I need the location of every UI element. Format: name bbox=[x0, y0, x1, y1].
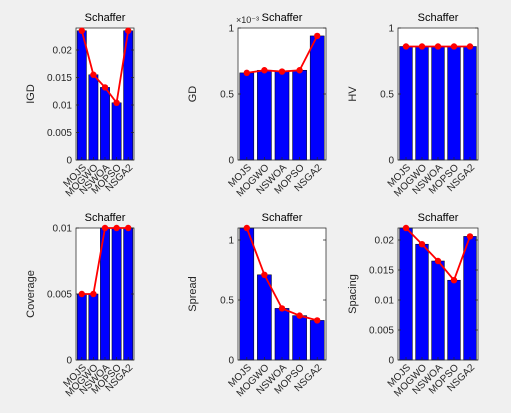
point-mojs bbox=[78, 290, 86, 298]
bar-mogwo bbox=[415, 46, 429, 161]
point-mopso bbox=[296, 312, 303, 319]
y-tick-label: 0.01 bbox=[53, 224, 73, 235]
chart-title: Schaffer bbox=[85, 212, 126, 224]
y-axis-label: HV bbox=[347, 86, 359, 102]
chart-panel-5: 00.51MOJSMOGWONSWOAMOPSONSGA2SchafferSpr… bbox=[187, 212, 327, 399]
y-axis-label: GD bbox=[187, 86, 199, 103]
bar-mogwo bbox=[415, 243, 429, 361]
y-tick-label: 0.01 bbox=[375, 296, 395, 307]
y-exponent-label: ×10⁻³ bbox=[236, 15, 259, 25]
chart-title: Schaffer bbox=[262, 212, 303, 224]
bar-nswoa bbox=[431, 260, 445, 361]
bar-nswoa bbox=[274, 71, 290, 161]
bar-mopso bbox=[447, 46, 461, 161]
bar-mopso bbox=[447, 279, 461, 361]
bar-mopso bbox=[292, 69, 307, 161]
y-tick-label: 0.015 bbox=[369, 266, 394, 277]
point-mopso bbox=[450, 43, 458, 50]
y-tick-label: 0 bbox=[388, 356, 394, 367]
y-tick-label: 0.005 bbox=[47, 290, 72, 301]
bar-mogwo bbox=[88, 74, 99, 161]
point-mopso bbox=[450, 277, 458, 284]
bar-nsga2 bbox=[463, 46, 477, 161]
y-tick-label: 1 bbox=[388, 24, 394, 35]
chart-panel-6: 00.0050.010.0150.02MOJSMOGWONSWOAMOPSONS… bbox=[347, 212, 479, 399]
bar-nswoa bbox=[274, 308, 290, 361]
point-mopso bbox=[113, 99, 120, 107]
point-nswoa bbox=[434, 257, 442, 265]
point-nswoa bbox=[278, 305, 286, 312]
point-nsga2 bbox=[466, 233, 474, 240]
point-mopso bbox=[113, 224, 120, 232]
bar-mogwo bbox=[257, 69, 272, 161]
bar-nsga2 bbox=[463, 236, 477, 361]
y-tick-label: 0 bbox=[228, 156, 234, 167]
y-tick-label: 1 bbox=[228, 24, 234, 35]
point-mojs bbox=[402, 224, 410, 232]
y-tick-label: 0 bbox=[66, 156, 72, 167]
point-nswoa bbox=[101, 84, 109, 91]
y-tick-label: 0.02 bbox=[375, 236, 395, 247]
bar-nsga2 bbox=[309, 320, 325, 361]
y-tick-label: 0.02 bbox=[53, 46, 73, 57]
bar-mojs bbox=[399, 46, 413, 161]
y-tick-label: 0.5 bbox=[220, 296, 234, 307]
bar-mogwo bbox=[88, 293, 99, 361]
bar-nswoa bbox=[431, 46, 445, 161]
point-mojs bbox=[243, 69, 250, 77]
chart-title: Schaffer bbox=[85, 12, 126, 24]
point-nsga2 bbox=[314, 317, 321, 324]
point-mogwo bbox=[261, 271, 268, 278]
point-mojs bbox=[243, 224, 250, 232]
point-mogwo bbox=[90, 71, 97, 78]
point-mogwo bbox=[261, 67, 268, 74]
y-tick-label: 0 bbox=[388, 156, 394, 167]
point-nsga2 bbox=[466, 43, 474, 50]
point-nswoa bbox=[278, 68, 286, 75]
bar-nswoa bbox=[100, 87, 110, 161]
y-tick-label: 0 bbox=[228, 356, 234, 367]
chart-title: Schaffer bbox=[418, 12, 459, 24]
point-nswoa bbox=[101, 224, 109, 232]
y-tick-label: 0.005 bbox=[47, 128, 72, 139]
bar-nsga2 bbox=[309, 35, 325, 161]
bar-mojs bbox=[239, 72, 255, 161]
y-tick-label: 0.01 bbox=[53, 101, 73, 112]
bar-mojs bbox=[239, 227, 255, 361]
bar-mojs bbox=[76, 293, 87, 361]
chart-title: Schaffer bbox=[262, 12, 303, 24]
chart-panel-2: 00.51MOJSMOGWONSWOAMOPSONSGA2SchafferGD×… bbox=[187, 12, 327, 199]
y-tick-label: 0.5 bbox=[380, 90, 394, 101]
point-nsga2 bbox=[125, 27, 132, 34]
y-tick-label: 1 bbox=[228, 236, 234, 247]
point-mogwo bbox=[418, 241, 426, 248]
y-tick-label: 0.5 bbox=[220, 90, 234, 101]
chart-panel-4: 00.0050.01MOJSMOGWONSWOAMOPSONSGA2Schaff… bbox=[25, 212, 136, 399]
bar-mojs bbox=[399, 227, 413, 361]
bar-mogwo bbox=[257, 274, 272, 361]
point-nsga2 bbox=[125, 224, 132, 232]
y-tick-label: 0 bbox=[66, 356, 72, 367]
bar-mopso bbox=[111, 227, 122, 361]
point-mojs bbox=[402, 43, 410, 50]
point-mogwo bbox=[90, 290, 97, 298]
y-tick-label: 0.005 bbox=[369, 326, 394, 337]
y-tick-label: 0.015 bbox=[47, 73, 72, 84]
point-mojs bbox=[78, 27, 86, 34]
y-axis-label: Spacing bbox=[347, 274, 359, 314]
bar-mopso bbox=[292, 315, 307, 361]
point-mopso bbox=[296, 67, 303, 74]
y-axis-label: IGD bbox=[25, 84, 37, 104]
y-axis-label: Spread bbox=[187, 276, 199, 311]
bar-mopso bbox=[111, 102, 122, 161]
point-mogwo bbox=[418, 43, 426, 50]
point-nsga2 bbox=[314, 32, 321, 40]
chart-title: Schaffer bbox=[418, 212, 459, 224]
y-axis-label: Coverage bbox=[25, 270, 37, 318]
point-nswoa bbox=[434, 43, 442, 50]
